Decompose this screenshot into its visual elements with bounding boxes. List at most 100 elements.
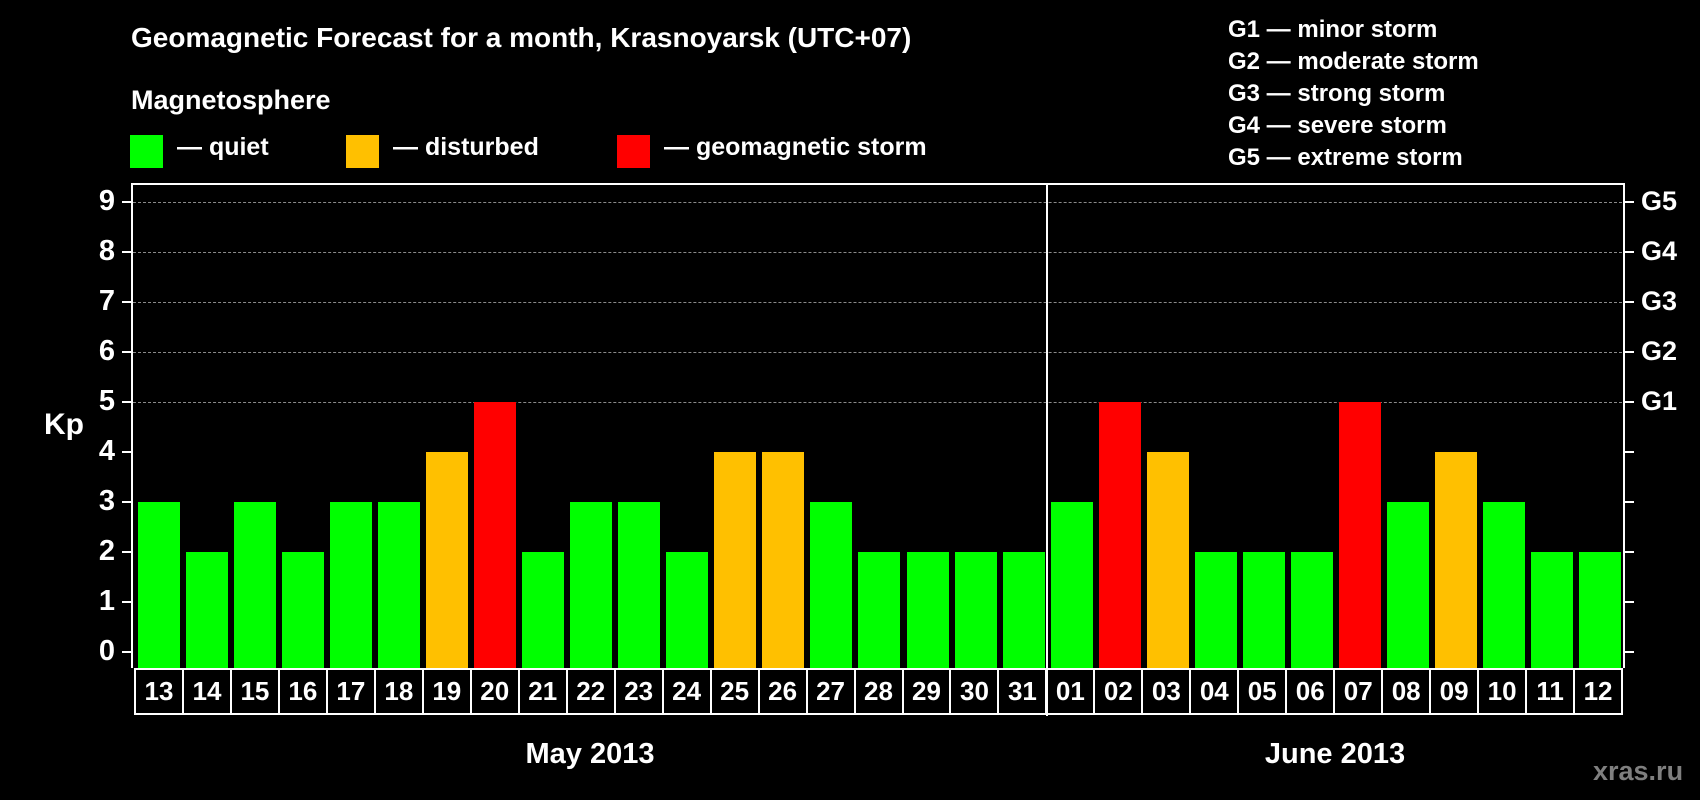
- day-label: 02: [1095, 670, 1144, 713]
- day-label: 23: [616, 670, 664, 713]
- right-y-tick: [1623, 300, 1634, 303]
- y-tick: [122, 250, 132, 253]
- y-tick: [122, 350, 132, 353]
- kp-bar: [330, 501, 373, 668]
- storm-scale-g3: G3 — strong storm: [1228, 80, 1446, 107]
- day-label: 20: [472, 670, 520, 713]
- right-y-tick: [1623, 550, 1634, 553]
- y-tick-label: 8: [98, 234, 115, 267]
- day-label: 19: [424, 670, 472, 713]
- right-y-tick: [1623, 650, 1634, 653]
- legend-label: — disturbed: [393, 133, 539, 161]
- kp-bar: [906, 551, 949, 668]
- day-label: 08: [1383, 670, 1432, 713]
- chart-title: Geomagnetic Forecast for a month, Krasno…: [131, 22, 912, 53]
- right-y-tick: [1623, 500, 1634, 503]
- kp-bar: [522, 551, 565, 668]
- disturbed-swatch-icon: [346, 135, 379, 168]
- legend-item-quiet: — quiet: [130, 133, 269, 168]
- storm-scale-g4: G4 — severe storm: [1228, 112, 1447, 139]
- y-tick-label: 1: [98, 584, 115, 617]
- day-label: 01: [1047, 670, 1096, 713]
- kp-bar: [1482, 501, 1525, 668]
- month-divider: [1046, 183, 1048, 716]
- kp-bar: [1242, 551, 1285, 668]
- storm-scale-g5: G5 — extreme storm: [1228, 144, 1463, 171]
- y-tick-label: 7: [98, 284, 115, 317]
- kp-bar: [954, 551, 997, 668]
- y-tick: [122, 400, 132, 403]
- kp-bar: [1098, 401, 1141, 668]
- gridline: [133, 251, 1622, 253]
- legend-label: — quiet: [177, 133, 269, 161]
- y-tick: [122, 550, 132, 553]
- day-label: 16: [280, 670, 328, 713]
- day-label: 28: [856, 670, 904, 713]
- storm-scale-legend: G1 — minor storm G2 — moderate storm G3 …: [1228, 14, 1479, 174]
- kp-bar: [234, 501, 277, 668]
- day-label: 17: [328, 670, 376, 713]
- watermark: xras.ru: [1593, 756, 1684, 786]
- y-tick-label: 9: [98, 184, 115, 217]
- kp-bar: [1290, 551, 1333, 668]
- day-label: 30: [951, 670, 1000, 713]
- right-y-tick: [1623, 200, 1634, 203]
- right-y-tick: [1623, 600, 1634, 603]
- right-y-tick: [1623, 350, 1634, 353]
- gridline: [133, 301, 1622, 303]
- kp-bar: [1002, 551, 1045, 668]
- y-tick: [122, 450, 132, 453]
- storm-level-label: G5: [1641, 185, 1678, 216]
- kp-bar: [426, 451, 469, 668]
- day-label: 15: [232, 670, 280, 713]
- day-label: 31: [999, 670, 1048, 713]
- kp-bar: [1146, 451, 1189, 668]
- day-label: 24: [664, 670, 712, 713]
- kp-bar: [474, 401, 517, 668]
- gridline: [133, 401, 1622, 403]
- legend-label: — geomagnetic storm: [664, 133, 927, 161]
- right-y-tick: [1623, 400, 1634, 403]
- storm-scale-g2: G2 — moderate storm: [1228, 48, 1479, 75]
- x-axis-day-labels: 13 14 15 16 17 18 19 20 21 22 23 24 25 26 27 28 29 30 31 01…: [134, 668, 1623, 715]
- kp-bar: [138, 501, 180, 668]
- day-label: 22: [568, 670, 616, 713]
- day-label: 12: [1583, 676, 1613, 706]
- kp-bar: [1194, 551, 1237, 668]
- month-label-may: May 2013: [525, 738, 655, 770]
- legend-item-disturbed: — disturbed: [346, 133, 539, 168]
- day-label: 05: [1239, 670, 1288, 713]
- y-tick-label: 2: [98, 534, 115, 567]
- gridline: [133, 201, 1622, 203]
- day-label: 06: [1287, 670, 1336, 713]
- day-label: 03: [1143, 670, 1192, 713]
- day-label: 13: [136, 670, 184, 713]
- y-tick: [122, 650, 132, 653]
- kp-bar: [1050, 501, 1093, 668]
- y-tick: [122, 200, 132, 203]
- storm-level-label: G3: [1641, 285, 1678, 316]
- kp-bar: [1578, 551, 1621, 668]
- kp-bar: [1434, 451, 1477, 668]
- storm-level-label: G4: [1641, 235, 1678, 266]
- kp-bar: [282, 551, 325, 668]
- day-label: 25: [712, 670, 760, 713]
- y-tick: [122, 300, 132, 303]
- y-tick-label: 3: [98, 484, 115, 517]
- gridline: [133, 351, 1622, 353]
- day-label: 11: [1527, 670, 1576, 713]
- kp-bar: [618, 501, 661, 668]
- day-label: 10: [1479, 670, 1528, 713]
- day-label: 26: [760, 670, 808, 713]
- legend-title: Magnetosphere: [131, 85, 331, 115]
- month-label-june: June 2013: [1264, 738, 1406, 770]
- day-label: 07: [1335, 670, 1384, 713]
- day-label: 18: [376, 670, 424, 713]
- kp-bar: [1338, 401, 1381, 668]
- kp-bar: [714, 451, 757, 668]
- kp-bar: [378, 501, 421, 668]
- day-label: 21: [520, 670, 568, 713]
- kp-bar: [1530, 551, 1573, 668]
- kp-bar: [186, 551, 229, 668]
- storm-level-label: G2: [1641, 335, 1678, 366]
